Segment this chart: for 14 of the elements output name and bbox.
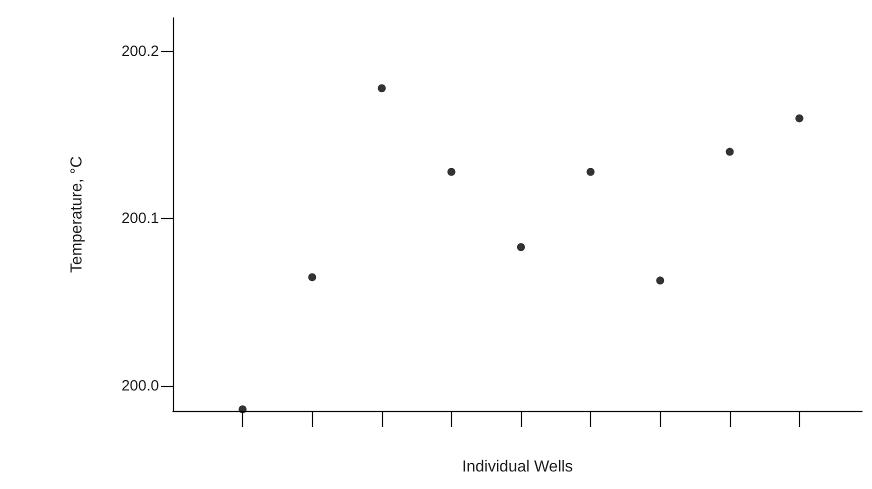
y-axis-title: Temperature, °C — [68, 156, 86, 273]
point — [795, 114, 804, 122]
point — [238, 405, 247, 414]
point — [378, 84, 386, 92]
y-tick-label: 200.1 — [121, 210, 159, 228]
point — [308, 273, 316, 282]
y-tick-label: 200.2 — [121, 42, 159, 60]
y-tick-label: 200.0 — [121, 377, 159, 394]
x-axis-title: Individual Wells — [462, 458, 573, 476]
point — [447, 168, 456, 176]
point — [726, 148, 734, 156]
point — [656, 276, 664, 285]
point — [586, 168, 595, 176]
point — [516, 243, 525, 252]
